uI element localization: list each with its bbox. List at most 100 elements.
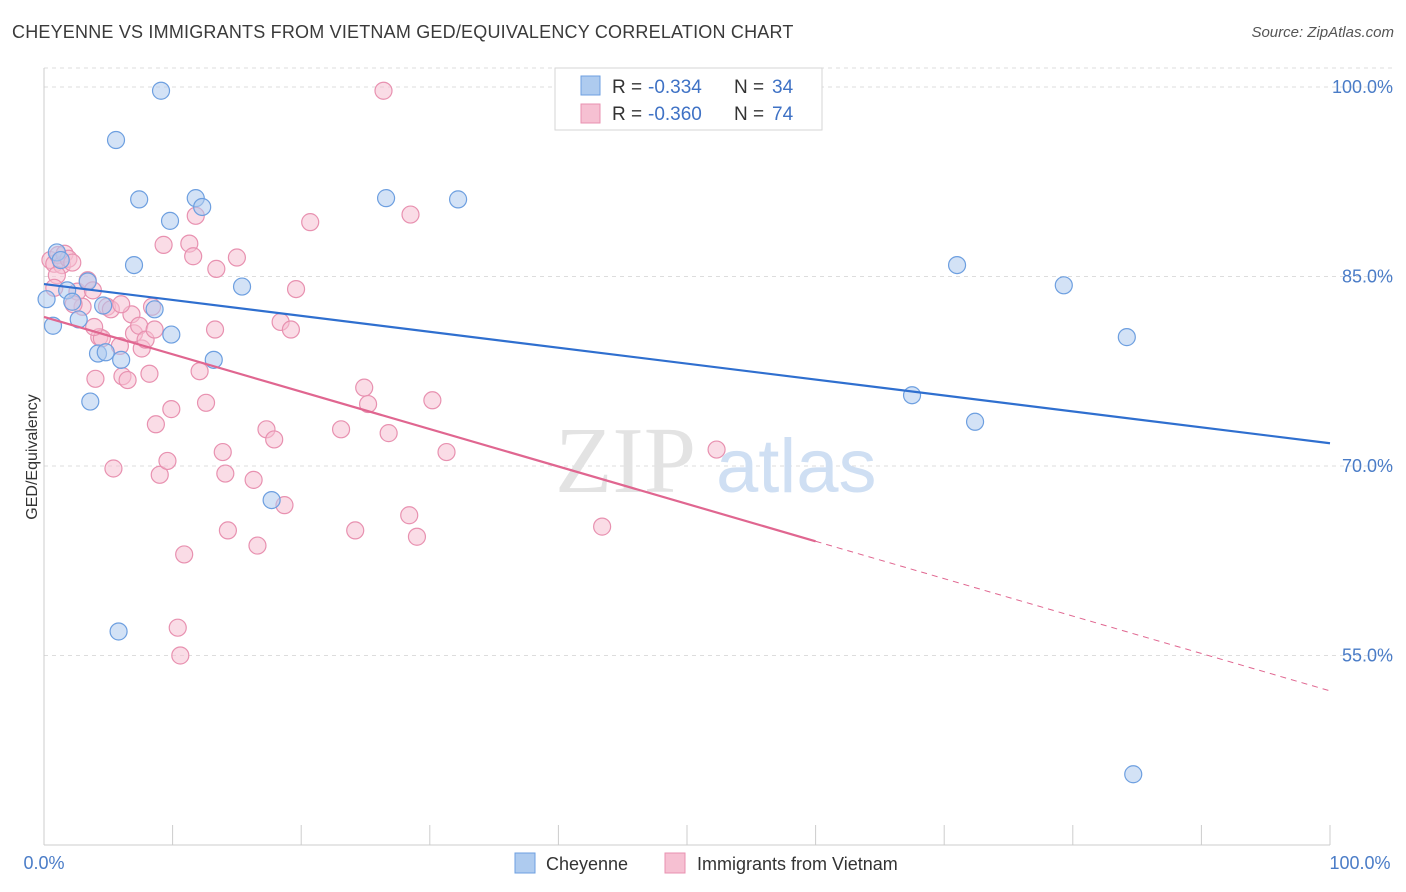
vietnam-point-34 (162, 400, 181, 419)
legend: R = -0.334 N = 34 R = -0.360 N = 74 (554, 67, 823, 131)
cheyenne-point-17 (145, 300, 164, 319)
y-tick-label-55: 55.0% (1342, 645, 1393, 665)
watermark-atlas: atlas (716, 424, 877, 509)
cheyenne-point-27 (448, 190, 468, 209)
vietnam-point-46 (216, 464, 235, 483)
vietnam-point-60 (355, 378, 374, 397)
vietnam-point-66 (407, 527, 427, 546)
vietnam-point-32 (154, 235, 173, 254)
cheyenne-point-33 (1117, 328, 1136, 347)
bottom-legend-label-vietnam: Immigrants from Vietnam (697, 854, 898, 874)
vietnam-point-50 (248, 536, 267, 555)
vietnam-point-37 (175, 545, 194, 564)
cheyenne-point-24 (232, 277, 252, 296)
legend-r-value-vietnam: -0.360 (648, 104, 702, 125)
legend-r-label-cheyenne: R = (612, 77, 642, 98)
legend-n-value-vietnam: 74 (772, 104, 794, 125)
bottom-legend-swatch-vietnam (664, 852, 686, 874)
cheyenne-point-14 (109, 622, 128, 641)
cheyenne-point-10 (94, 296, 113, 315)
chart-source: Source: ZipAtlas.com (1251, 24, 1394, 41)
vietnam-point-29 (145, 320, 164, 339)
y-tick-labels: 55.0% 70.0% 85.0% 100.0% (1332, 77, 1393, 666)
trend-line-cheyenne (43, 282, 1331, 445)
bottom-legend-swatch-cheyenne (514, 852, 536, 874)
vietnam-point-43 (207, 259, 226, 278)
cheyenne-point-26 (376, 189, 396, 208)
vietnam-point-42 (196, 393, 216, 412)
vietnam-point-45 (213, 442, 232, 462)
watermark-zip: ZIP (555, 409, 696, 513)
cheyenne-point-16 (130, 190, 149, 209)
cheyenne-point-19 (160, 211, 180, 230)
legend-n-label-cheyenne: N = (734, 77, 764, 98)
cheyenne-point-22 (193, 197, 212, 217)
cheyenne-point-30 (965, 412, 985, 431)
x-ticks (172, 825, 1331, 845)
vietnam-point-33 (158, 451, 177, 471)
vietnam-point-55 (281, 320, 301, 339)
vietnam-point-49 (244, 470, 263, 489)
cheyenne-point-25 (262, 490, 281, 510)
vietnam-point-27 (140, 364, 159, 383)
legend-n-value-cheyenne: 34 (772, 77, 794, 98)
vietnam-point-52 (265, 430, 284, 449)
vietnam-point-67 (423, 391, 442, 410)
cheyenne-point-12 (106, 130, 126, 150)
x-tick-label-max: 100.0% (1329, 853, 1390, 873)
cheyenne-point-3 (51, 250, 70, 270)
vietnam-point-59 (346, 521, 365, 540)
vietnam-point-35 (168, 618, 187, 637)
y-tick-label-70: 70.0% (1342, 456, 1393, 476)
vietnam-point-65 (401, 205, 420, 224)
vietnam-point-56 (286, 279, 306, 299)
series-cheyenne-points (37, 81, 1143, 784)
bottom-legend-label-cheyenne: Cheyenne (546, 854, 628, 874)
series-vietnam-points (41, 81, 726, 665)
x-tick-label-min: 0.0% (23, 853, 64, 873)
cheyenne-point-7 (78, 272, 97, 291)
vietnam-point-68 (437, 442, 456, 462)
vietnam-point-30 (146, 415, 165, 434)
cheyenne-point-28 (947, 255, 967, 275)
cheyenne-point-18 (151, 81, 171, 100)
vietnam-point-62 (374, 81, 393, 100)
vietnam-point-70 (707, 440, 726, 459)
legend-r-label-vietnam: R = (612, 104, 642, 125)
vietnam-point-31 (150, 465, 169, 484)
cheyenne-point-8 (81, 392, 100, 411)
legend-swatch-cheyenne (580, 75, 601, 96)
vietnam-point-44 (205, 320, 225, 339)
legend-n-label-vietnam: N = (734, 104, 764, 125)
vietnam-point-39 (184, 247, 203, 266)
vietnam-point-18 (104, 459, 123, 478)
trend-line-vietnam-extension (815, 540, 1331, 692)
vietnam-point-58 (331, 420, 351, 439)
vietnam-point-64 (400, 506, 419, 525)
gridlines (44, 67, 1393, 656)
vietnam-point-36 (171, 646, 190, 665)
trend-lines (43, 282, 1331, 692)
trend-line-vietnam (43, 315, 816, 543)
watermark: ZIP atlas (555, 409, 877, 513)
cheyenne-point-20 (162, 325, 181, 344)
vietnam-point-57 (301, 213, 320, 232)
cheyenne-point-13 (112, 350, 131, 369)
legend-r-value-cheyenne: -0.334 (648, 77, 702, 98)
vietnam-point-69 (593, 517, 612, 536)
vietnam-point-72 (112, 295, 131, 314)
vietnam-point-21 (118, 370, 137, 390)
cheyenne-point-29 (902, 386, 922, 405)
chart-title: CHEYENNE VS IMMIGRANTS FROM VIETNAM GED/… (12, 22, 794, 42)
legend-swatch-vietnam (580, 103, 601, 124)
cheyenne-point-0 (37, 290, 56, 309)
cheyenne-point-15 (124, 255, 144, 275)
vietnam-point-63 (379, 424, 398, 443)
cheyenne-point-11 (96, 343, 115, 362)
cheyenne-point-5 (63, 292, 82, 311)
bottom-legend: Cheyenne Immigrants from Vietnam (514, 852, 898, 874)
vietnam-point-13 (86, 369, 105, 388)
y-tick-label-100: 100.0% (1332, 77, 1393, 97)
y-axis-title: GED/Equivalency (24, 394, 41, 519)
